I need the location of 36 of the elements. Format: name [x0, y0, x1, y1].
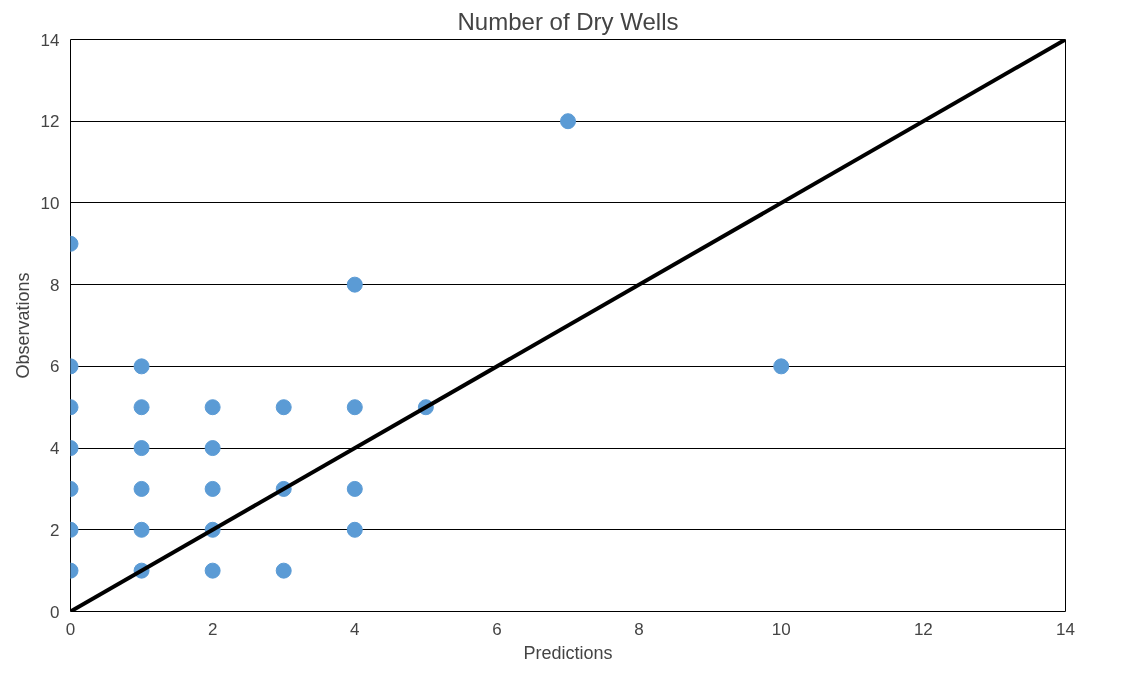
y-axis-title: Observations	[12, 272, 33, 379]
point	[346, 276, 363, 293]
point	[204, 480, 221, 497]
point	[275, 562, 292, 579]
point	[133, 399, 150, 416]
chart-title: Number of Dry Wells	[457, 7, 679, 35]
x-tick-label: 2	[207, 619, 218, 639]
x-tick-label: 4	[350, 619, 360, 639]
x-tick-label: 10	[771, 619, 791, 639]
point	[773, 358, 790, 375]
x-tick-label: 14	[1056, 619, 1075, 639]
point	[346, 480, 363, 497]
point	[346, 399, 363, 416]
point	[133, 480, 150, 497]
x-tick-label: 0	[65, 619, 76, 639]
x-tick-label: 12	[913, 619, 933, 639]
point	[133, 440, 150, 457]
point	[346, 521, 363, 538]
point	[133, 358, 150, 375]
y-tick-label: 10	[40, 193, 60, 213]
point	[275, 399, 292, 416]
x-tick-label: 8	[634, 619, 644, 639]
point	[204, 562, 221, 579]
point	[133, 521, 150, 538]
y-tick-label: 0	[50, 602, 60, 622]
y-tick-label: 12	[40, 112, 60, 132]
y-tick-label: 4	[50, 439, 60, 459]
point	[204, 440, 221, 457]
x-tick-label: 6	[492, 619, 502, 639]
point	[204, 399, 221, 416]
x-axis-title: Predictions	[523, 642, 613, 663]
y-tick-label: 14	[40, 30, 60, 50]
y-tick-label: 8	[50, 275, 60, 295]
y-tick-label: 6	[50, 357, 60, 377]
point	[560, 113, 576, 130]
y-tick-label: 2	[50, 520, 60, 540]
